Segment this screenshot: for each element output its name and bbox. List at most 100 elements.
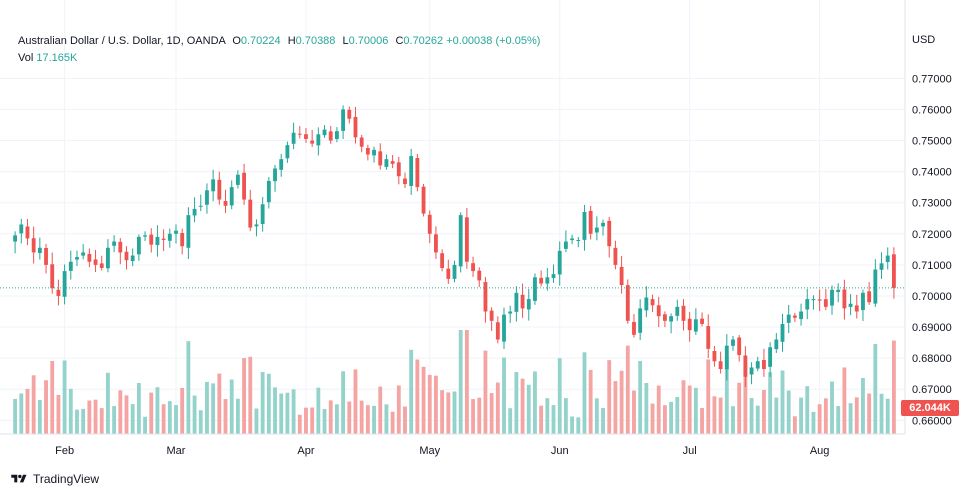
open-label: O bbox=[232, 35, 241, 47]
candle bbox=[130, 248, 135, 267]
volume-bar bbox=[235, 398, 240, 434]
candle bbox=[514, 286, 519, 322]
candle bbox=[533, 273, 537, 305]
month-tick-label: Feb bbox=[55, 445, 74, 457]
candle bbox=[161, 229, 166, 252]
candle bbox=[235, 170, 240, 189]
volume-bar bbox=[811, 411, 816, 434]
volume-bar bbox=[347, 401, 352, 434]
volume-bar bbox=[37, 400, 42, 434]
candle bbox=[576, 236, 581, 248]
candle bbox=[762, 348, 766, 377]
price-tick-label: 0.68000 bbox=[912, 353, 952, 365]
candle bbox=[434, 226, 438, 259]
candle bbox=[93, 249, 98, 272]
volume-bar bbox=[533, 371, 537, 434]
volume-bar bbox=[99, 408, 104, 434]
volume-label[interactable]: Vol bbox=[18, 52, 34, 64]
volume-bar bbox=[539, 405, 544, 434]
volume-bar bbox=[31, 375, 36, 434]
candle bbox=[279, 153, 284, 177]
volume-bar bbox=[316, 387, 321, 434]
candle bbox=[731, 336, 735, 351]
candle bbox=[273, 164, 277, 192]
volume-bar bbox=[93, 399, 98, 434]
volume-bar bbox=[514, 372, 519, 434]
time-axis[interactable]: Feb Mar Apr May Jun Jul Aug bbox=[55, 445, 829, 457]
candle bbox=[644, 286, 649, 318]
currency-label[interactable]: USD bbox=[912, 34, 936, 46]
volume-bar bbox=[130, 404, 135, 434]
candle bbox=[805, 288, 810, 320]
volume-bar bbox=[211, 383, 216, 434]
candle bbox=[811, 295, 816, 310]
candle bbox=[13, 231, 18, 254]
candle bbox=[854, 294, 859, 319]
candle bbox=[613, 240, 618, 270]
volume-bar bbox=[149, 392, 154, 434]
volume-bar bbox=[743, 364, 748, 434]
volume-bar bbox=[304, 407, 308, 434]
volume-bar bbox=[780, 370, 785, 434]
candle bbox=[254, 219, 259, 237]
volume-bar bbox=[334, 404, 339, 434]
candle bbox=[50, 252, 55, 294]
candle bbox=[174, 224, 178, 244]
candle bbox=[489, 307, 494, 331]
candle bbox=[508, 305, 513, 323]
candle bbox=[706, 314, 711, 359]
volume-bar bbox=[731, 406, 735, 434]
close-label: C bbox=[395, 35, 404, 47]
candle bbox=[415, 153, 420, 192]
candle bbox=[458, 212, 463, 273]
candle bbox=[192, 197, 197, 223]
candle bbox=[44, 243, 48, 274]
low-label: L bbox=[342, 35, 349, 47]
volume-bar bbox=[186, 341, 191, 434]
volume-badge: 62.044K bbox=[901, 400, 959, 416]
candle bbox=[817, 289, 822, 312]
volume-bar bbox=[879, 393, 884, 434]
candle bbox=[217, 171, 222, 205]
candle bbox=[464, 207, 469, 269]
candle bbox=[588, 205, 593, 240]
candle bbox=[539, 270, 544, 287]
tradingview-brand[interactable]: TradingView bbox=[10, 472, 99, 486]
candle bbox=[638, 299, 643, 340]
volume-bar bbox=[873, 343, 878, 434]
volume-bar bbox=[520, 378, 525, 434]
volume-bar bbox=[526, 384, 531, 434]
volume-bar bbox=[87, 400, 92, 434]
candle bbox=[37, 237, 42, 260]
candle bbox=[594, 216, 599, 241]
volume-bar bbox=[613, 381, 618, 434]
volume-bar bbox=[867, 393, 872, 434]
candle bbox=[68, 250, 73, 280]
candle bbox=[582, 204, 587, 251]
volume-bar bbox=[421, 366, 426, 434]
candle bbox=[749, 362, 754, 385]
volume-bar bbox=[687, 385, 692, 434]
candle bbox=[99, 255, 104, 271]
volume-bar bbox=[836, 406, 841, 434]
candle bbox=[712, 346, 717, 367]
price-axis[interactable]: 0.77000 0.76000 0.75000 0.74000 0.73000 0.720… bbox=[912, 73, 952, 427]
candle bbox=[737, 335, 742, 362]
volume-bar bbox=[322, 409, 327, 434]
symbol-title[interactable]: Australian Dollar / U.S. Dollar, 1D, OAN… bbox=[18, 35, 226, 47]
volume-bar bbox=[545, 398, 550, 434]
candle bbox=[848, 294, 853, 316]
candle bbox=[625, 279, 630, 324]
candle bbox=[143, 231, 147, 241]
candle bbox=[266, 177, 271, 209]
volume-bar bbox=[632, 390, 636, 434]
volume-bar bbox=[724, 356, 729, 434]
candle bbox=[322, 125, 327, 138]
candle bbox=[768, 342, 773, 377]
volume-bar bbox=[693, 387, 698, 434]
close-value: 0.70262 bbox=[403, 35, 444, 47]
grid-lines bbox=[0, 0, 905, 434]
candle bbox=[440, 249, 445, 272]
